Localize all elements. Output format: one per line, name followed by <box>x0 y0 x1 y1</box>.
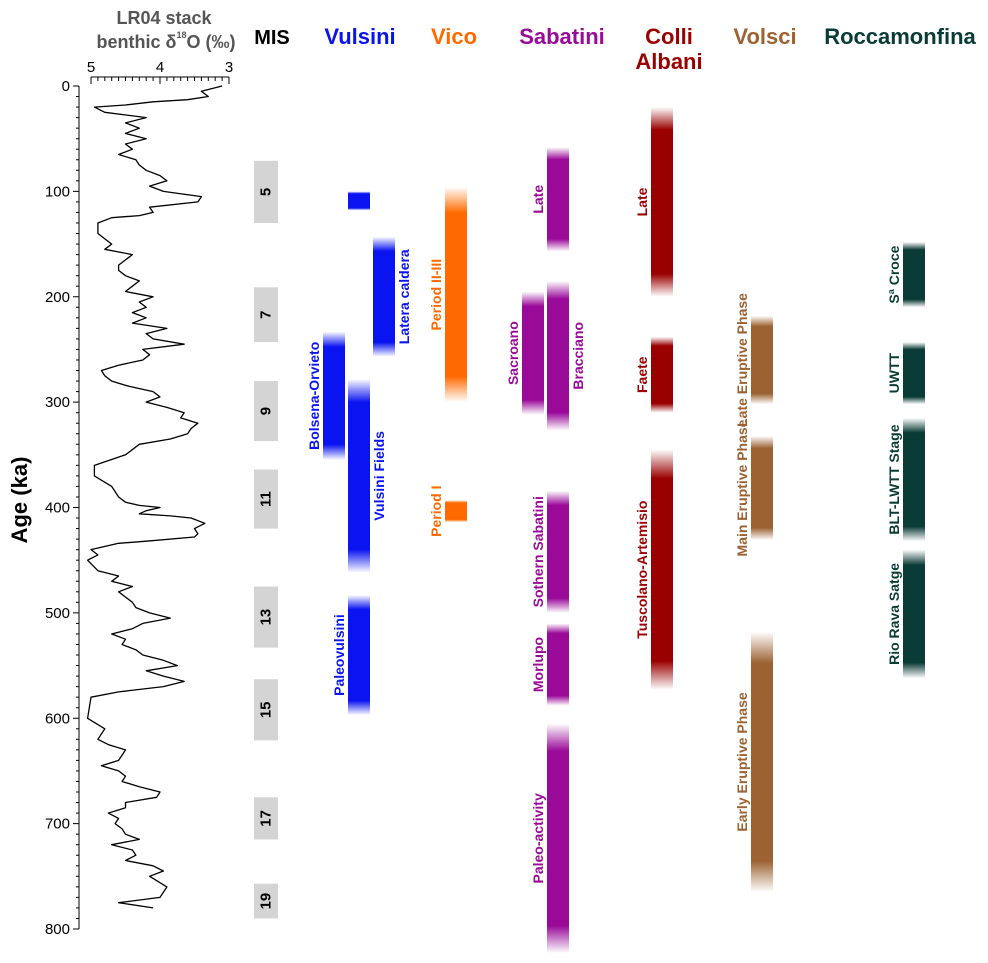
activity-bar-label: Sacroano <box>505 321 521 385</box>
activity-bar-label: Period I <box>428 486 444 537</box>
activity-bar-label: Paleovulsini <box>331 614 347 696</box>
activity-bar <box>547 623 569 706</box>
mis-stage-label: 13 <box>258 609 275 626</box>
district-header: Vulsini <box>324 24 395 49</box>
activity-bar-label: Sª Croce <box>886 245 902 303</box>
activity-bar-label: Late <box>530 185 546 214</box>
activity-bar-label: Bolsena-Orvieto <box>306 342 322 450</box>
lr04-subtitle-suffix: O (‰) <box>186 32 235 52</box>
activity-bar <box>751 435 773 541</box>
activity-bar <box>547 723 569 954</box>
mis-stage-box <box>254 160 278 223</box>
activity-bar <box>522 291 544 415</box>
mis-stage-label: 9 <box>258 407 275 415</box>
activity-bar <box>651 107 673 297</box>
activity-bar-label: Early Eruptive Phase <box>734 692 750 832</box>
activity-bar-label: Tuscolano-Artemisio <box>634 501 650 639</box>
mis-stage-box <box>254 381 278 442</box>
mis-stage-box <box>254 469 278 529</box>
y-tick-label: 300 <box>45 394 70 411</box>
lr04-curve <box>86 85 223 909</box>
activity-bar <box>903 549 925 679</box>
y-tick-label: 600 <box>45 710 70 727</box>
x-tick-label: 5 <box>87 59 95 76</box>
mis-stage-label: 17 <box>258 810 275 827</box>
activity-bar <box>903 342 925 405</box>
y-tick-label: 0 <box>62 78 70 95</box>
district-header: Albani <box>635 49 702 74</box>
activity-bar <box>651 336 673 413</box>
activity-bar-label: Latera caldera <box>396 249 412 344</box>
mis-stage-box <box>254 883 278 919</box>
activity-bar-label: Late <box>634 187 650 216</box>
mis-stage-box <box>254 797 278 840</box>
x-tick-label: 4 <box>156 59 164 76</box>
activity-bar <box>751 315 773 405</box>
district-header: Sabatini <box>519 24 605 49</box>
district-header: Vico <box>431 24 477 49</box>
mis-stage-label: 11 <box>258 491 275 507</box>
y-tick-label: 100 <box>45 183 70 200</box>
activity-bar-label: Late Eruptive Phase <box>734 293 750 427</box>
activity-bar-label: Rio Rava Satge <box>886 563 902 665</box>
activity-bar <box>751 631 773 893</box>
activity-bar <box>348 191 370 211</box>
y-tick-label: 800 <box>45 921 70 938</box>
y-axis-title: Age (ka) <box>7 457 32 544</box>
activity-bar-label: Faete <box>634 356 650 393</box>
activity-bar-label: Vulsini Fields <box>371 431 387 521</box>
mis-column-title: MIS <box>254 27 290 49</box>
activity-bar <box>651 449 673 690</box>
lr04-subtitle-superscript: 18 <box>176 30 186 40</box>
lr04-title: LR04 stack <box>116 8 212 28</box>
activity-bar <box>903 241 925 308</box>
activity-bar <box>348 378 370 573</box>
activity-bar <box>445 500 467 523</box>
activity-bars: Latera caldera Bolsena-Orvieto Vulsini Fie… <box>306 107 925 954</box>
activity-bar <box>547 490 569 613</box>
activity-bar <box>547 280 569 431</box>
curve-layer <box>86 85 223 909</box>
mis-stage-box <box>254 586 278 648</box>
y-tick-label: 700 <box>45 816 70 833</box>
activity-bar <box>903 417 925 542</box>
activity-bar-label: UWTT <box>886 352 902 393</box>
mis-stage-label: 19 <box>258 893 275 910</box>
lr04-subtitle-prefix: benthic δ <box>97 32 177 52</box>
district-header: Volsci <box>733 24 796 49</box>
activity-bar <box>547 147 569 252</box>
mis-stage-label: 5 <box>258 188 275 196</box>
lr04-subtitle: benthic δ18O (‰) <box>97 30 236 52</box>
y-tick-label: 400 <box>45 500 70 517</box>
y-tick-label: 500 <box>45 605 70 622</box>
mis-layer: 5 7 9 11 13 15 17 19 <box>254 160 278 919</box>
activity-bar-label: Morlupo <box>530 637 546 692</box>
axis-layer: 0 100 200 300 400 500 600 700 800 5 4 3 <box>45 59 233 938</box>
activity-bar-label: Paleo-activity <box>530 793 546 883</box>
y-tick-label: 200 <box>45 289 70 306</box>
activity-bar-label: Main Eruptive Phase <box>734 419 750 556</box>
x-tick-label: 3 <box>225 59 233 76</box>
activity-bar <box>373 236 395 357</box>
activity-bar <box>445 187 467 403</box>
district-header: Roccamonfina <box>824 24 976 49</box>
activity-bar-label: Sothern Sabatini <box>530 496 546 607</box>
activity-bar-label: BLT-LWTT Stage <box>886 424 902 534</box>
activity-bar-label: Period II-III <box>428 259 444 331</box>
mis-stage-box <box>254 679 278 741</box>
activity-bar-label: Bracciano <box>570 322 586 390</box>
activity-bar <box>323 331 345 461</box>
mis-stage-box <box>254 287 278 343</box>
mis-stage-label: 7 <box>258 310 275 318</box>
activity-bar <box>348 594 370 716</box>
mis-stage-label: 15 <box>258 701 275 718</box>
district-header: Colli <box>645 24 693 49</box>
